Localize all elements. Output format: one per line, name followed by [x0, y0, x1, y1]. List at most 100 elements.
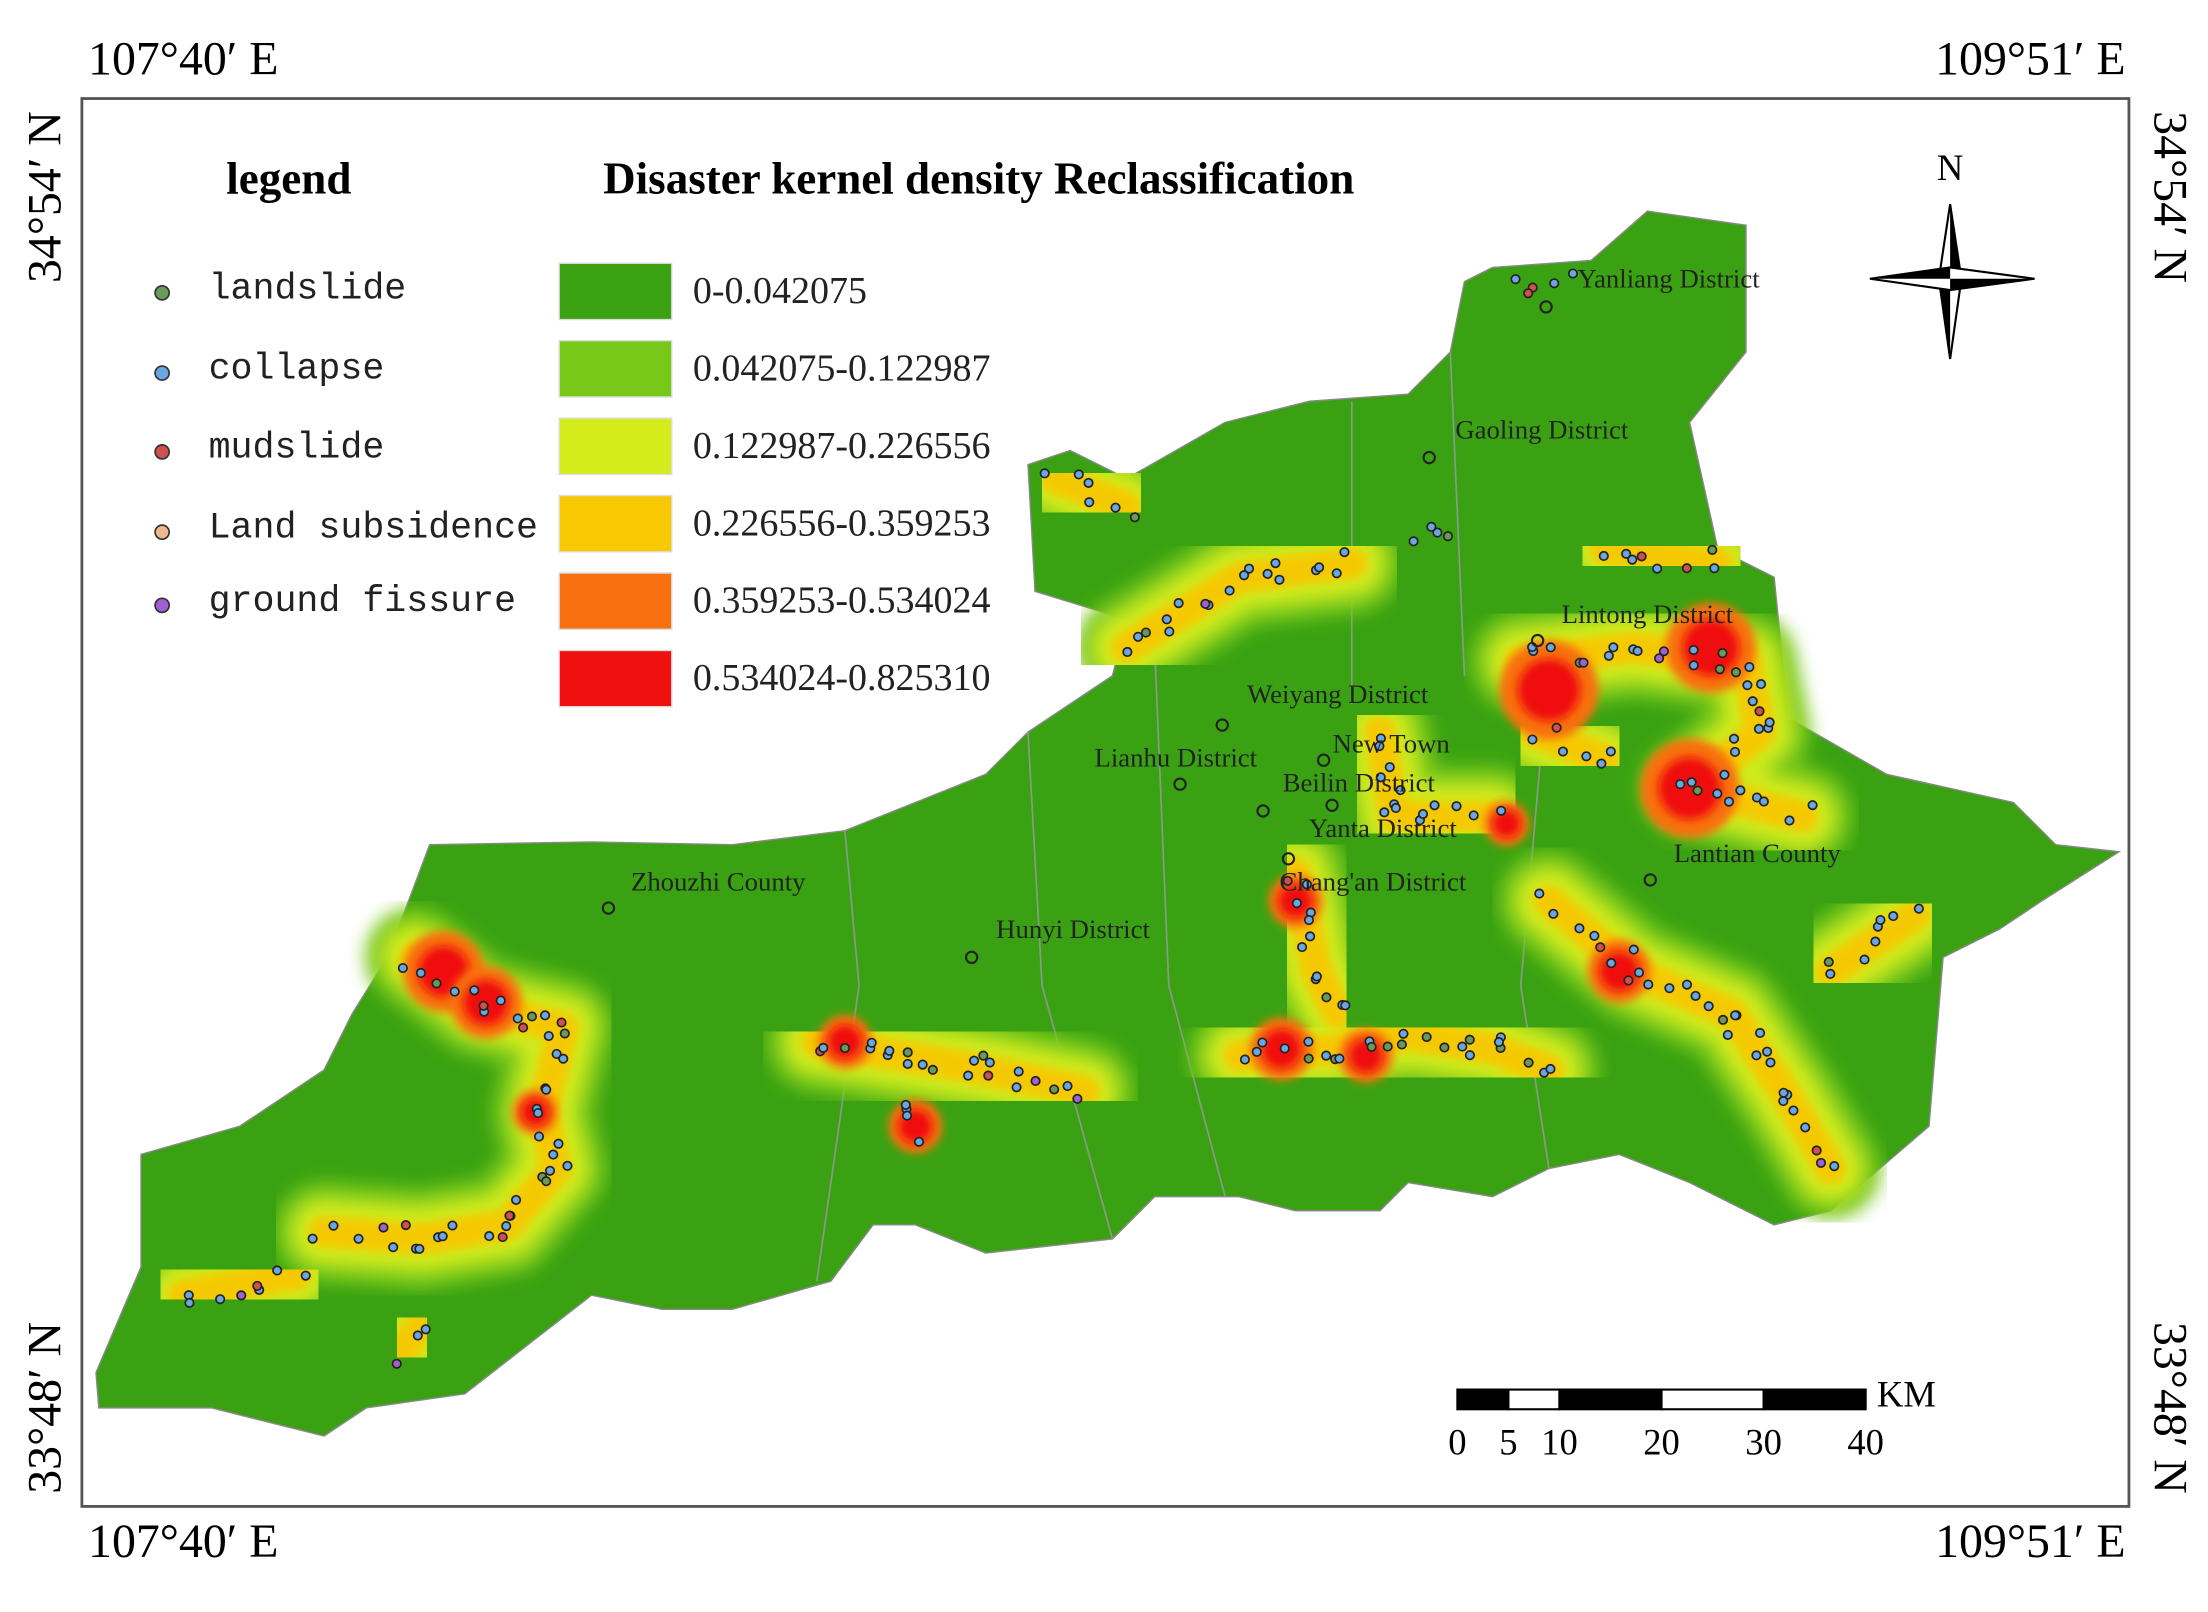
corner-label: 33°48′ N [2144, 1322, 2197, 1494]
district-label: Lianhu District [1094, 742, 1257, 772]
disaster-point [252, 1280, 263, 1292]
disaster-point [307, 1233, 318, 1244]
disaster-point [1825, 968, 1836, 979]
disaster-point [1301, 879, 1312, 890]
disaster-point [551, 1048, 562, 1059]
disaster-point [1605, 746, 1616, 757]
disaster-point [1072, 1093, 1083, 1104]
disaster-point [1305, 931, 1316, 942]
disaster-point [983, 1070, 994, 1081]
disaster-point [558, 1053, 569, 1064]
disaster-point [1636, 551, 1647, 562]
density-zone [1599, 951, 1639, 992]
disaster-point [1200, 598, 1211, 609]
disaster-point [1690, 990, 1701, 1001]
disaster-point [184, 1297, 195, 1308]
disaster-point [1429, 800, 1440, 811]
district-seat [964, 950, 979, 965]
disaster-point [1557, 746, 1569, 757]
district-label: Chang'an District [1280, 866, 1467, 896]
disaster-point [533, 1131, 545, 1142]
disaster-point [1379, 807, 1390, 818]
disaster-point [900, 1099, 911, 1110]
disaster-point [1913, 903, 1924, 914]
class-swatch [558, 262, 673, 321]
disaster-point [913, 1136, 925, 1147]
disaster-point [1654, 653, 1665, 664]
disaster-point [1823, 956, 1834, 968]
disaster-point [1390, 802, 1401, 814]
corner-label: 107°40′ E [88, 1515, 278, 1568]
disaster-point [1606, 958, 1617, 969]
disaster-point [1321, 992, 1332, 1003]
disaster-point [378, 1222, 389, 1233]
disaster-point [1133, 631, 1144, 642]
disaster-point [1426, 521, 1437, 532]
district-label: Lantian County [1674, 838, 1842, 868]
disaster-point [927, 1064, 938, 1075]
disaster-point [540, 1010, 551, 1021]
district-boundary [1153, 647, 1226, 1197]
district-seat [1422, 450, 1436, 465]
legend-marker [154, 524, 171, 541]
disaster-point [1688, 644, 1699, 656]
disaster-point [818, 1042, 829, 1053]
disaster-point [548, 1149, 559, 1160]
disaster-point [1339, 547, 1350, 558]
disaster-point [1754, 1027, 1766, 1039]
disaster-point [1548, 908, 1559, 919]
class-label: 0-0.042075 [693, 270, 867, 312]
corner-label: 107°40′ E [88, 32, 278, 85]
district-label: Yanta District [1309, 813, 1458, 843]
disaster-point [1815, 1157, 1827, 1168]
disaster-point [1800, 1122, 1811, 1133]
disaster-point [1243, 563, 1255, 574]
district-label: Yanliang District [1577, 264, 1760, 294]
disaster-point [526, 1011, 538, 1022]
disaster-point [1603, 650, 1614, 661]
district-boundary [815, 830, 860, 1282]
legend-title: legend [226, 153, 351, 203]
disaster-point [1374, 741, 1385, 752]
disaster-point [1129, 512, 1140, 523]
legend-label: collapse [209, 349, 385, 390]
district-seat [601, 901, 616, 915]
scale-unit: KM [1877, 1373, 1936, 1414]
disaster-point [532, 1107, 544, 1119]
district-seat [1215, 718, 1229, 732]
disaster-point [1627, 554, 1638, 565]
disaster-point [902, 1058, 913, 1069]
class-label: 0.226556-0.359253 [693, 502, 991, 544]
disaster-point [1311, 971, 1322, 982]
corner-label: 109°51′ E [1935, 32, 2125, 85]
class-label: 0.534024-0.825310 [693, 657, 991, 699]
disaster-point [1596, 758, 1607, 769]
district-seat [1643, 873, 1657, 887]
disaster-point [1251, 1046, 1262, 1057]
scale-label: 10 [1541, 1421, 1578, 1462]
disaster-point [328, 1220, 339, 1231]
disaster-point [1589, 930, 1600, 941]
disaster-point [1747, 696, 1758, 707]
disaster-point [1545, 642, 1556, 653]
legend-marker [154, 284, 171, 301]
disaster-point [1084, 497, 1095, 508]
disaster-point [1875, 914, 1886, 926]
region [95, 210, 2122, 1437]
disaster-point [839, 1042, 851, 1054]
disaster-point [1523, 1057, 1534, 1068]
disaster-point [1633, 967, 1645, 978]
disaster-point [1888, 911, 1899, 922]
north-label: N [1937, 147, 1963, 188]
disaster-point [1758, 796, 1769, 807]
disaster-point [1778, 1096, 1789, 1107]
disaster-point [1681, 563, 1692, 574]
disaster-point [1765, 1057, 1776, 1068]
disaster-point [1239, 570, 1250, 581]
density-zone [1364, 716, 1509, 833]
disaster-point [1527, 734, 1538, 745]
scale-label: 20 [1643, 1421, 1680, 1462]
disaster-point [1417, 808, 1429, 820]
density-zone [1040, 463, 1143, 523]
district-seat [1281, 852, 1296, 866]
